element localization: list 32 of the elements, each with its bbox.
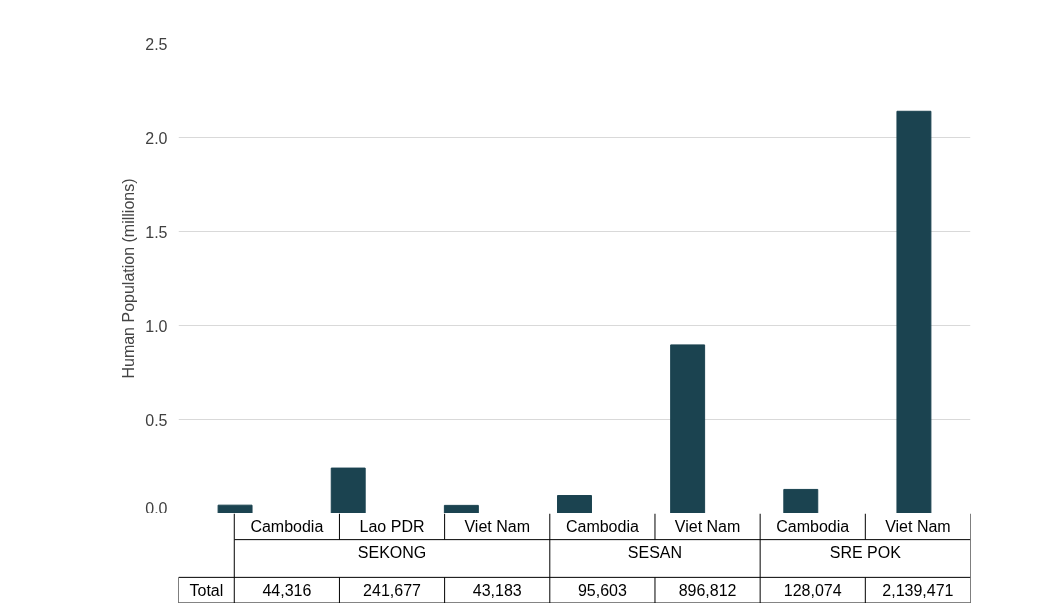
x-tick-label: Lao PDR — [359, 518, 425, 536]
y-tick-label: 0.0 — [145, 499, 168, 517]
text: SEKONG — [357, 544, 427, 562]
x-tick-label: Cambodia — [565, 518, 639, 536]
y-axis-title: Human Population (millions) — [120, 178, 138, 379]
text: 43,183 — [472, 582, 522, 600]
x-tick-label: Viet Nam — [464, 518, 530, 536]
x-tick-label: Viet Nam — [885, 518, 951, 536]
text: 128,074 — [783, 582, 842, 600]
y-tick-label: 0.5 — [145, 411, 168, 429]
x-tick-label: Cambodia — [776, 518, 850, 536]
text: 2,139,471 — [882, 582, 954, 600]
bar — [443, 504, 479, 513]
text: 896,812 — [678, 582, 737, 600]
text: 241,677 — [363, 582, 422, 600]
y-tick-label: 2.0 — [145, 129, 168, 147]
text: SRE POK — [829, 544, 902, 562]
text: 44,316 — [262, 582, 312, 600]
y-tick-label: 1.0 — [145, 317, 168, 335]
text: 95,603 — [577, 582, 627, 600]
y-tick-label: 1.5 — [145, 223, 168, 241]
bar — [896, 110, 932, 513]
bar — [330, 467, 366, 513]
y-tick-label: 2.5 — [145, 35, 168, 53]
text: Total — [189, 581, 224, 599]
text: SESAN — [627, 544, 683, 562]
x-tick-label: Cambodia — [250, 518, 324, 536]
x-tick-label: Viet Nam — [674, 518, 741, 536]
bar — [557, 495, 592, 513]
bar — [783, 488, 819, 513]
bar — [670, 344, 706, 513]
bar — [217, 504, 253, 513]
